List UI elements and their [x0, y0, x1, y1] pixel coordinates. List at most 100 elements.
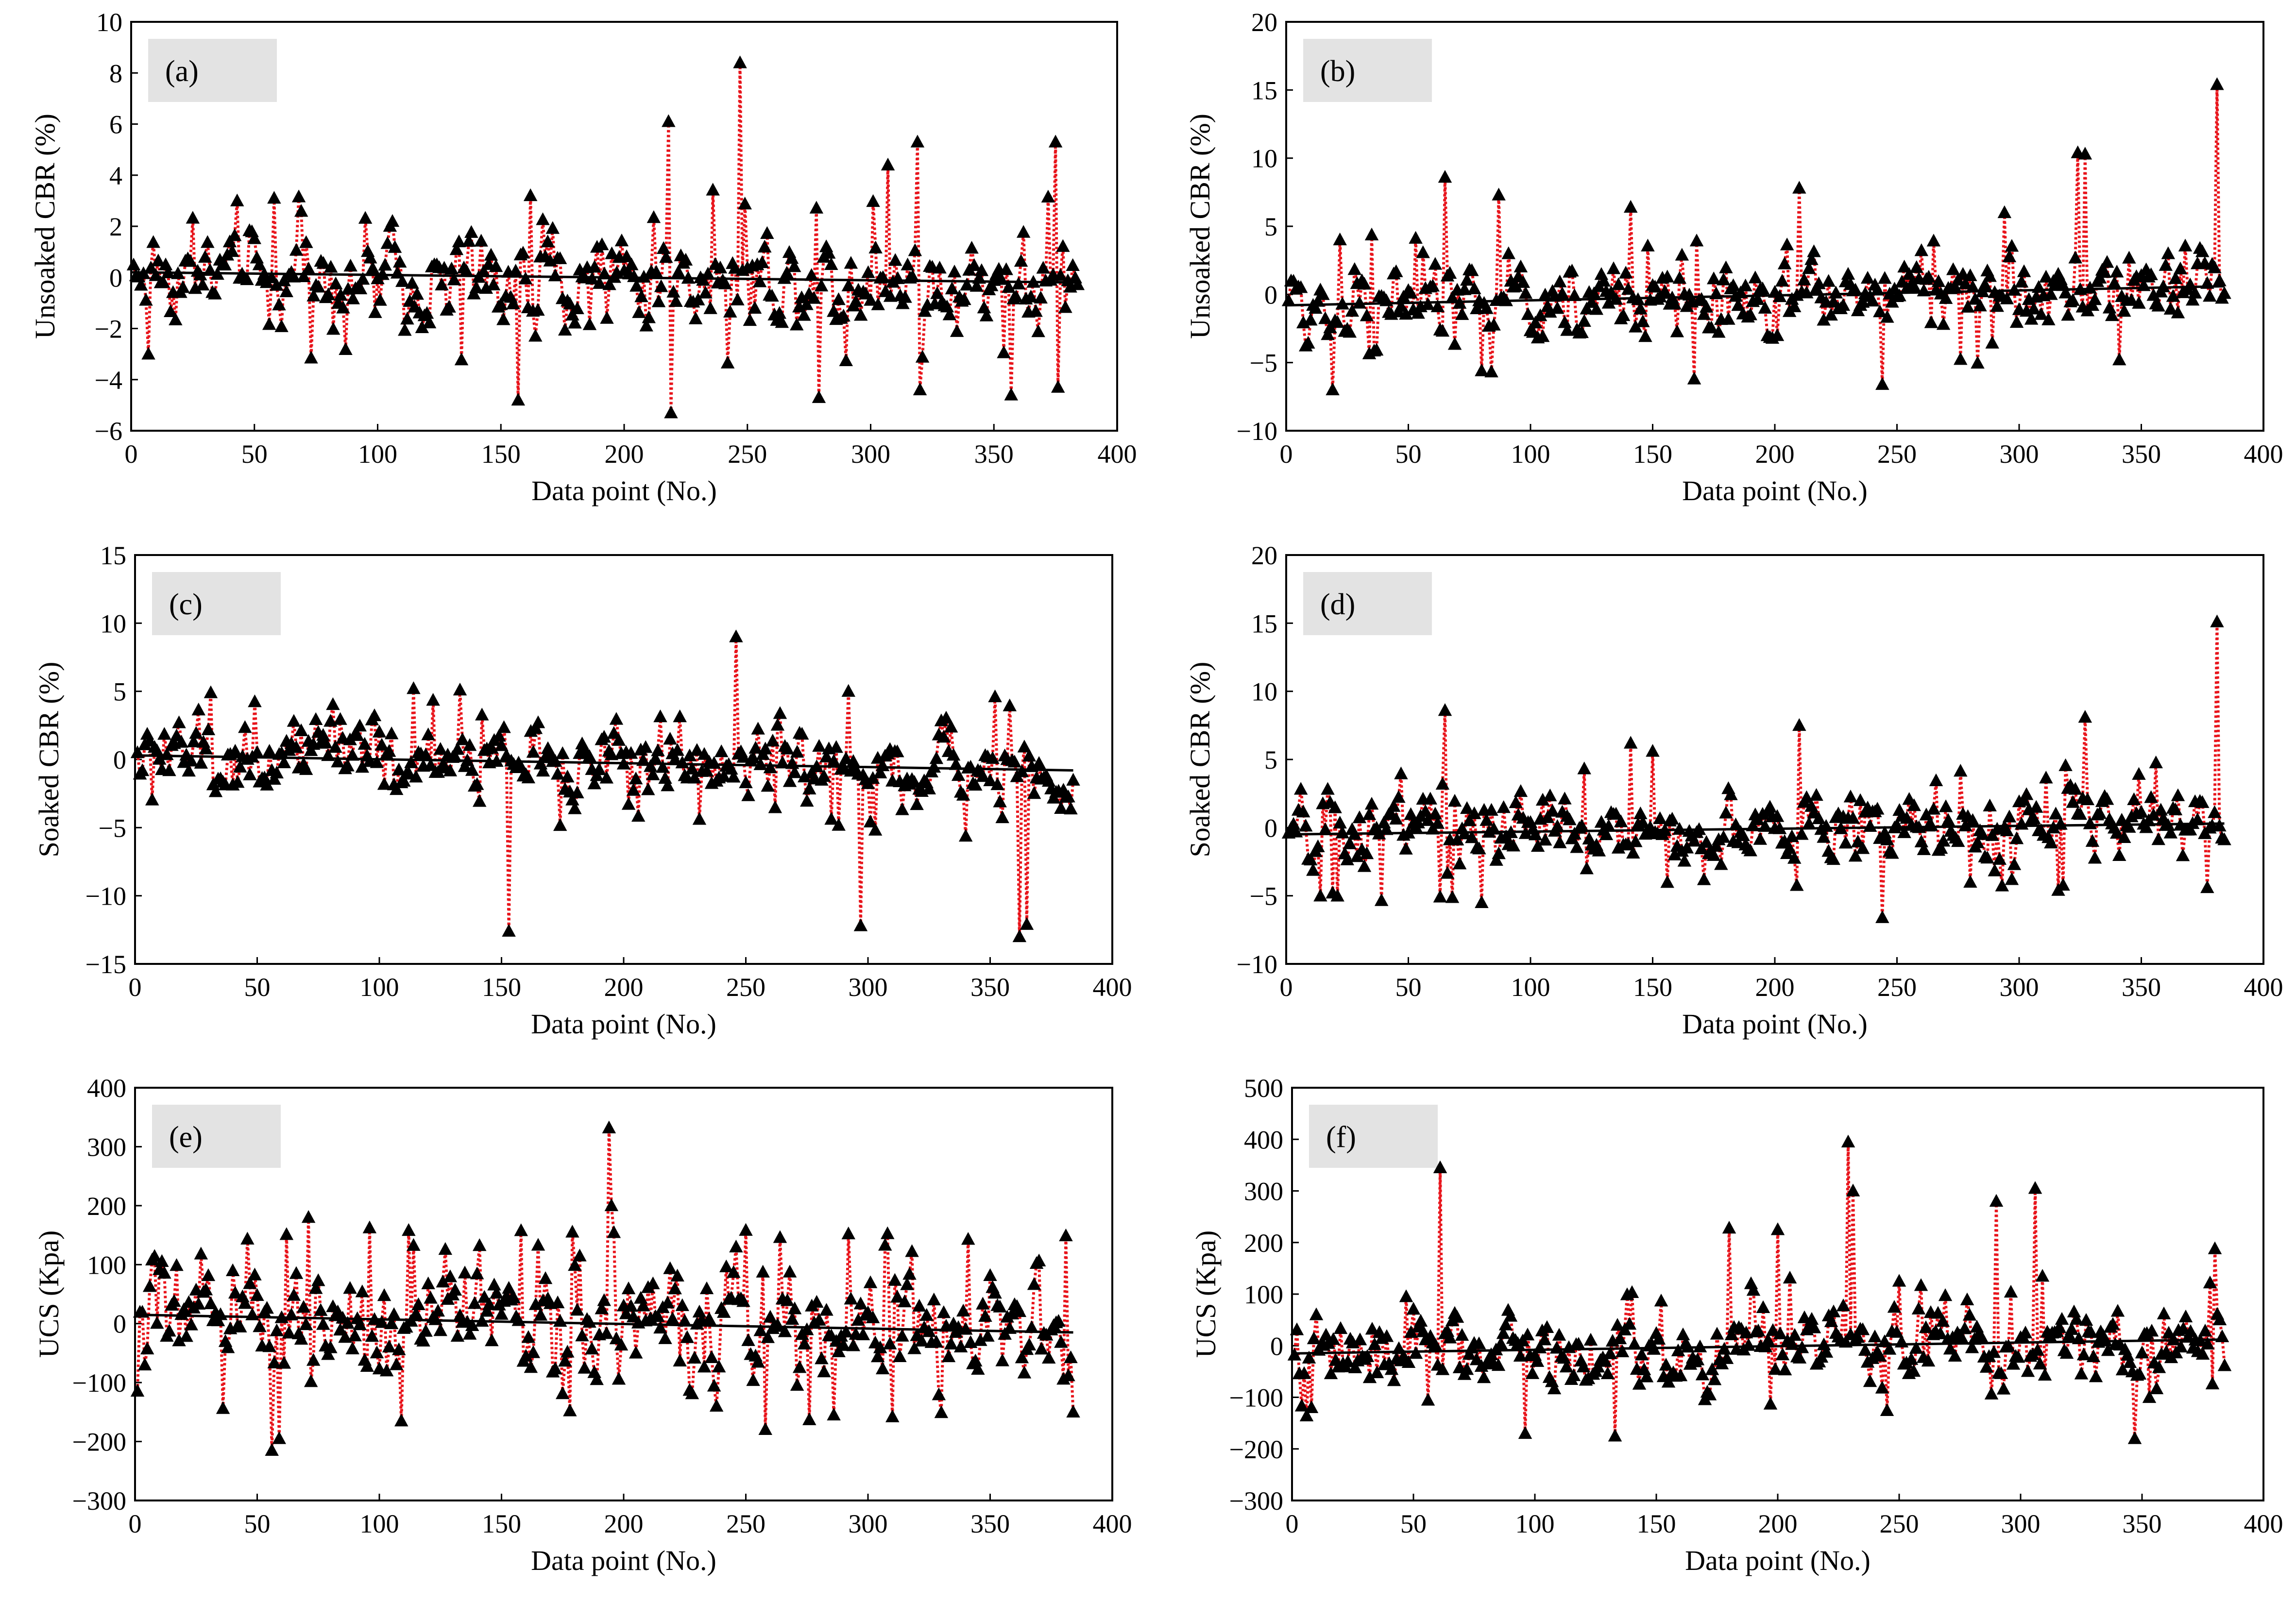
data-point: [2109, 826, 2124, 839]
data-point: [1577, 314, 1591, 327]
data-point: [1995, 878, 2009, 892]
data-point: [1014, 253, 1028, 267]
data-point: [1577, 761, 1591, 775]
data-point: [1379, 1329, 1394, 1342]
data-point: [545, 221, 560, 234]
data-point: [944, 1336, 958, 1349]
data-point: [1435, 776, 1450, 790]
data-point: [1321, 782, 1335, 795]
data-point: [442, 300, 456, 313]
data-point: [599, 771, 614, 784]
data-point: [2052, 1320, 2067, 1333]
data-point: [815, 1351, 829, 1365]
data-point: [597, 1293, 612, 1306]
data-point: [1575, 325, 1589, 338]
data-point: [2061, 308, 2075, 321]
data-point: [1558, 315, 1572, 328]
data-point: [1379, 293, 1394, 306]
y-axis-title: Soaked CBR (%): [1184, 662, 1216, 858]
data-point: [531, 1238, 545, 1251]
data-point: [1704, 320, 1718, 334]
data-point: [2203, 289, 2217, 302]
data-point: [284, 1307, 299, 1321]
data-point: [1987, 1345, 2001, 1358]
data-point: [1865, 293, 1880, 307]
data-point: [760, 226, 774, 239]
data-point: [306, 1353, 321, 1366]
data-point: [523, 188, 538, 202]
data-point: [319, 735, 333, 749]
data-point: [565, 1225, 579, 1238]
data-point: [1707, 1372, 1722, 1385]
data-point: [1528, 316, 1543, 329]
data-point: [727, 1265, 741, 1278]
data-point: [2210, 77, 2224, 90]
data-point: [382, 1339, 396, 1353]
data-point: [1340, 852, 1354, 865]
data-point: [1555, 286, 1569, 300]
data-point: [1041, 189, 1055, 202]
data-point: [1027, 786, 1041, 799]
data-point: [1335, 826, 1349, 839]
data-point: [147, 1249, 162, 1262]
data-point: [2055, 1312, 2069, 1325]
data-point: [701, 267, 715, 280]
data-point: [1293, 782, 1308, 795]
data-point: [1804, 252, 1819, 265]
data-point: [814, 278, 829, 292]
data-point: [1768, 1362, 1783, 1375]
data-point: [2203, 1275, 2217, 1289]
data-point: [827, 304, 841, 317]
data-point: [1056, 239, 1070, 252]
data-point: [2033, 1356, 2047, 1370]
data-point: [1906, 1364, 1921, 1377]
data-point: [1658, 284, 1672, 297]
data-point: [2044, 287, 2058, 300]
data-point: [1954, 764, 1968, 777]
data-point: [761, 1330, 775, 1343]
data-point: [297, 269, 311, 282]
data-point: [702, 1312, 716, 1325]
x-tick-label: 250: [726, 973, 765, 1002]
data-point: [1943, 1342, 1957, 1355]
data-point: [487, 1278, 501, 1291]
data-point: [462, 234, 476, 247]
data-point: [958, 1322, 973, 1335]
panel-e: (e)0 50 100 150 200 250 300 350 400−300−200−1000…: [33, 1074, 1132, 1576]
data-point: [1365, 1322, 1379, 1335]
data-point: [1294, 1399, 1309, 1412]
data-point: [945, 281, 959, 295]
data-point: [2078, 147, 2092, 160]
data-point: [671, 265, 685, 278]
data-point: [2080, 792, 2095, 806]
data-point: [675, 1298, 689, 1311]
data-point: [204, 1296, 218, 1310]
data-point: [233, 759, 247, 773]
residual-line: [1287, 622, 2226, 918]
data-point: [1048, 135, 1063, 148]
data-point: [1623, 200, 1638, 213]
data-point: [1807, 1320, 1821, 1333]
x-tick-label: 150: [1637, 1509, 1676, 1538]
data-point: [1819, 819, 1833, 832]
data-point: [1552, 1328, 1566, 1341]
data-point: [2198, 1323, 2212, 1337]
data-point: [1299, 1408, 1314, 1421]
data-point: [981, 1329, 995, 1342]
y-tick-label: 0: [1264, 280, 1277, 309]
data-point: [353, 1317, 367, 1331]
data-point: [2205, 1376, 2220, 1390]
data-point: [2035, 1269, 2050, 1282]
data-point: [253, 1319, 267, 1332]
data-point: [933, 260, 947, 274]
data-point: [1719, 806, 1733, 819]
data-point: [448, 749, 462, 762]
data-point: [983, 1268, 997, 1281]
data-point: [2183, 277, 2197, 290]
data-point: [787, 765, 802, 778]
data-point: [761, 779, 775, 792]
data-point: [756, 1264, 770, 1278]
data-point: [162, 1324, 176, 1337]
data-point: [2208, 805, 2222, 818]
data-point: [340, 758, 355, 772]
